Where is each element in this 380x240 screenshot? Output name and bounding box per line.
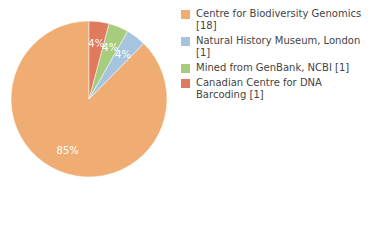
svg-text:4%: 4% bbox=[88, 38, 104, 49]
svg-text:4%: 4% bbox=[102, 42, 118, 53]
html-text:Mined from GenBank, NCBI [1]: Mined from GenBank, NCBI [1] bbox=[196, 62, 350, 73]
svg-text:4%: 4% bbox=[114, 48, 131, 60]
html-text:Centre for Biodiversity Genomi: Centre for Biodiversity Genomics [18] bbox=[196, 8, 362, 31]
html-text:Natural History Museum, London: Natural History Museum, London [1] bbox=[196, 35, 361, 58]
svg-text:85%: 85% bbox=[57, 145, 79, 156]
html-text:Canadian Centre for DNA Barcod: Canadian Centre for DNA Barcoding [1] bbox=[196, 77, 322, 100]
